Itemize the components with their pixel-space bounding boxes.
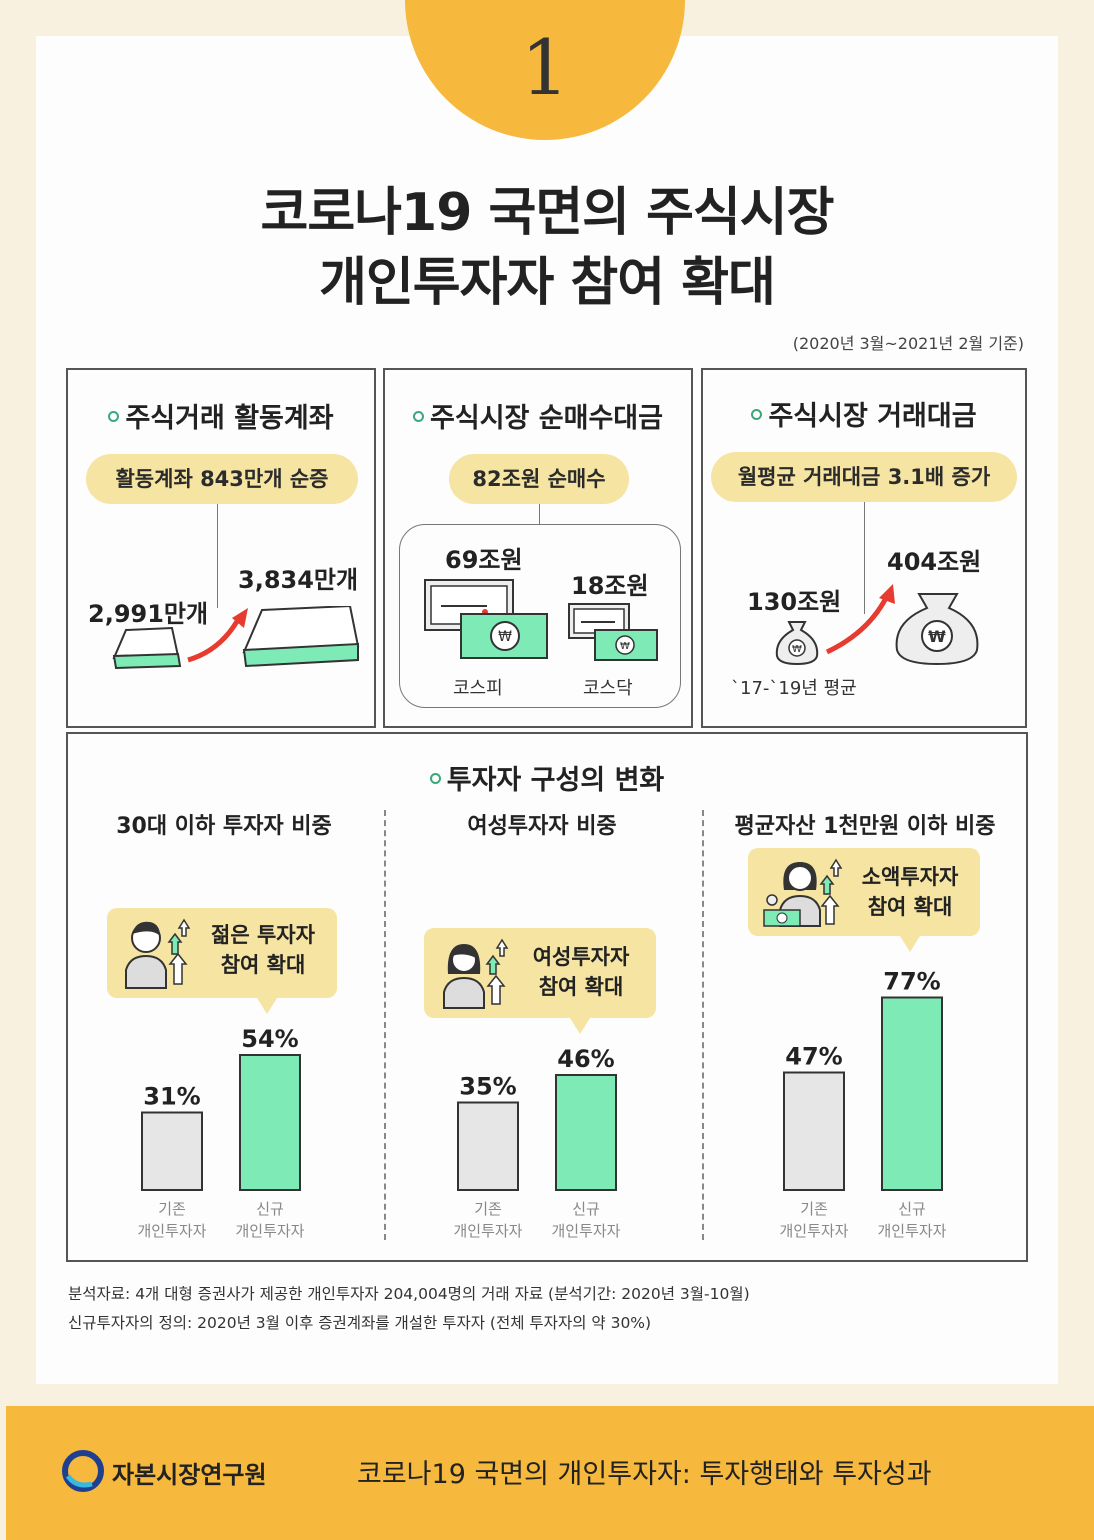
market-breakdown-box — [399, 524, 681, 708]
category-label: 기존 — [158, 1200, 186, 1218]
after-value: 3,834만개 — [238, 566, 359, 594]
svg-text:₩: ₩ — [498, 629, 512, 645]
badge-number: 1 — [520, 23, 570, 112]
kcmi-logo-icon — [62, 1450, 104, 1492]
category-label: 신규 — [256, 1200, 284, 1218]
panel-title: 주식시장 거래대금 — [703, 394, 1025, 433]
panel-trading-value: 주식시장 거래대금 월평균 거래대금 3.1배 증가 130조원 404조원 ₩… — [701, 368, 1027, 728]
footnote-definition: 신규투자자의 정의: 2020년 3월 이후 증권계좌를 개설한 투자자 (전체… — [68, 1314, 652, 1332]
bar-new — [239, 1054, 301, 1191]
divider — [702, 810, 704, 1240]
panel-title: 주식거래 활동계좌 — [68, 396, 374, 435]
page-title: 코로나19 국면의 주식시장 개인투자자 참여 확대 — [0, 178, 1094, 318]
before-value: 2,991만개 — [88, 600, 209, 628]
summary-pill: 활동계좌 843만개 순증 — [86, 454, 358, 504]
bar-value-label: 54% — [241, 1025, 298, 1053]
bullet-icon — [429, 773, 441, 784]
chart-title-female: 여성투자자 비중 — [467, 814, 617, 839]
category-label: 개인투자자 — [137, 1222, 206, 1240]
kosdaq-value: 18조원 — [571, 572, 649, 600]
before-value: 130조원 — [747, 588, 842, 616]
bar-new — [881, 996, 943, 1191]
after-value: 404조원 — [887, 548, 982, 576]
summary-pill: 월평균 거래대금 3.1배 증가 — [711, 452, 1017, 502]
kospi-money-icon: ₩ — [424, 579, 548, 659]
footer-report-title: 코로나19 국면의 개인투자자: 투자행태와 투자성과 — [357, 1459, 932, 1490]
small-investor-text: 소액투자자 참여 확대 — [861, 865, 959, 919]
category-label: 기존 — [800, 1200, 828, 1218]
average-period-label: `17-`19년 평균 — [731, 678, 857, 699]
category-label: 개인투자자 — [453, 1222, 522, 1240]
young-person-icon — [125, 918, 191, 989]
footer-organization: 자본시장연구원 — [112, 1461, 267, 1489]
footer-bar — [6, 1406, 1094, 1540]
bar-existing — [141, 1111, 203, 1191]
bullet-icon — [751, 409, 763, 420]
chart-title-age: 30대 이하 투자자 비중 — [116, 814, 332, 839]
chart-title-small-asset: 평균자산 1천만원 이하 비중 — [734, 814, 996, 839]
female-investor-text: 여성투자자 참여 확대 — [532, 945, 630, 999]
period-note: (2020년 3월~2021년 2월 기준) — [792, 334, 1024, 353]
title-line-1: 코로나19 국면의 주식시장 — [260, 183, 835, 243]
kospi-value: 69조원 — [445, 546, 523, 574]
money-bag-icon: ₩ ₩ — [775, 584, 979, 666]
female-person-icon — [443, 938, 509, 1009]
young-investor-text: 젊은 투자자 참여 확대 — [211, 923, 315, 977]
kosdaq-money-icon: ₩ — [568, 603, 658, 661]
small-investor-icon — [763, 858, 843, 927]
bar-value-label: 46% — [557, 1045, 614, 1073]
kospi-label: 코스피 — [453, 678, 503, 699]
bar-existing — [457, 1101, 519, 1191]
connector-line — [864, 502, 865, 614]
kosdaq-label: 코스닥 — [583, 678, 633, 699]
accounts-book-icon — [112, 606, 360, 670]
divider — [384, 810, 386, 1240]
bullet-icon — [108, 411, 120, 422]
summary-pill: 82조원 순매수 — [449, 454, 629, 504]
connector-line — [539, 504, 540, 524]
bar-new — [555, 1074, 617, 1191]
svg-text:₩: ₩ — [792, 644, 802, 655]
category-label: 기존 — [474, 1200, 502, 1218]
bar-existing — [783, 1071, 845, 1191]
panel-title: 주식시장 순매수대금 — [385, 396, 691, 435]
bar-value-label: 35% — [459, 1073, 516, 1101]
category-label: 신규 — [898, 1200, 926, 1218]
svg-text:₩: ₩ — [620, 641, 630, 652]
footnote-source: 분석자료: 4개 대형 증권사가 제공한 개인투자자 204,004명의 거래 … — [68, 1285, 750, 1303]
bullet-icon — [413, 411, 425, 422]
category-label: 개인투자자 — [877, 1222, 946, 1240]
category-label: 개인투자자 — [235, 1222, 304, 1240]
bar-value-label: 31% — [143, 1083, 200, 1111]
panel-net-buying: 주식시장 순매수대금 82조원 순매수 69조원 18조원 ₩ ₩ 코스피 코스… — [383, 368, 693, 728]
panel-active-accounts: 주식거래 활동계좌 활동계좌 843만개 순증 2,991만개 3,834만개 — [66, 368, 376, 728]
category-label: 개인투자자 — [779, 1222, 848, 1240]
svg-text:₩: ₩ — [928, 627, 946, 646]
title-line-2: 개인투자자 참여 확대 — [319, 253, 776, 313]
connector-line — [217, 504, 218, 608]
bar-value-label: 77% — [883, 968, 940, 996]
category-label: 개인투자자 — [551, 1222, 620, 1240]
bar-value-label: 47% — [785, 1043, 842, 1071]
panel-title: 투자자 구성의 변화 — [68, 758, 1026, 797]
category-label: 신규 — [572, 1200, 600, 1218]
